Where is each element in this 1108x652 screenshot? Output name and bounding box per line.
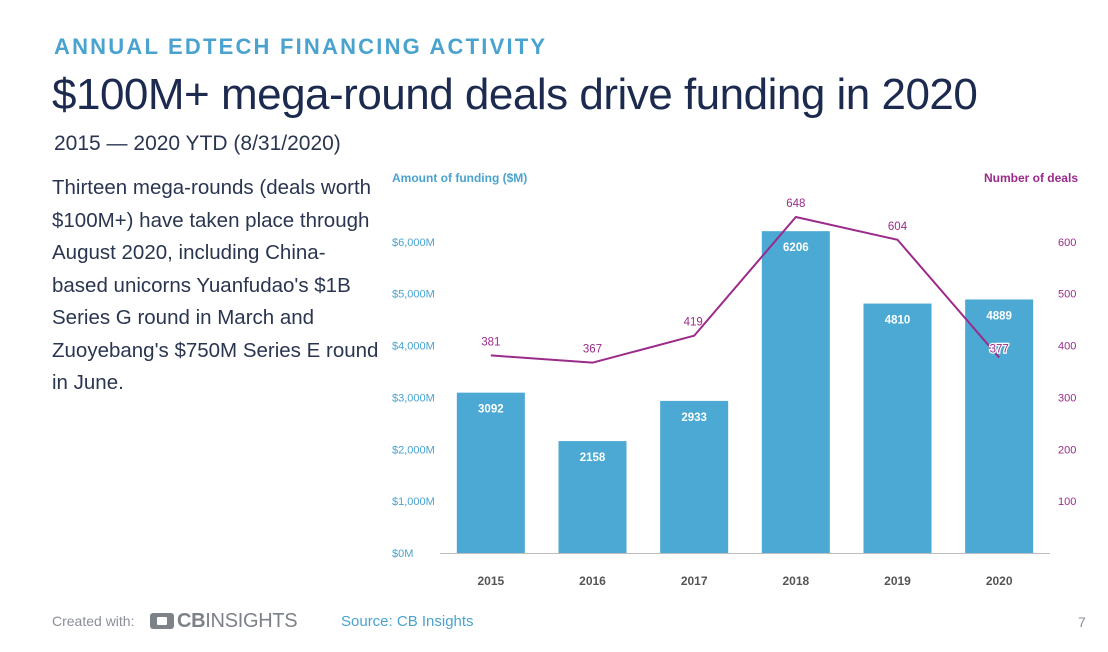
bar-value-label: 2158: [580, 452, 606, 464]
body-line: in June.: [52, 371, 124, 394]
category-label: 2018: [782, 574, 809, 588]
deals-value-label: 381: [481, 336, 500, 348]
left-tick-label: $2,000M: [392, 444, 435, 456]
bar-value-label: 4810: [885, 315, 911, 327]
category-label: 2015: [477, 574, 504, 588]
body-line: Zuoyebang's $750M Series E round: [52, 338, 379, 362]
bar-2015: [456, 392, 525, 553]
cb-logo-icon: [150, 613, 174, 629]
deals-value-label: 367: [583, 344, 602, 356]
deals-value-label: 648: [786, 198, 805, 210]
created-with-label: Created with:: [52, 613, 135, 629]
category-label: 2017: [681, 574, 708, 588]
deals-value-label: 377: [990, 343, 1009, 355]
category-label: 2016: [579, 574, 606, 588]
category-label: 2019: [884, 574, 911, 588]
right-tick-label: 200: [1058, 444, 1076, 456]
body-line: based unicorns Yuanfudao's $1B: [52, 273, 351, 297]
bar-value-label: 2933: [681, 412, 707, 424]
left-tick-label: $6,000M: [392, 237, 435, 249]
deals-value-label: 419: [684, 317, 703, 329]
bar-value-label: 6206: [783, 242, 809, 254]
eyebrow-title: ANNUAL EDTECH FINANCING ACTIVITY: [54, 34, 548, 59]
right-tick-label: 600: [1058, 237, 1076, 249]
right-tick-label: 300: [1058, 392, 1076, 404]
logo-insights-text: INSIGHTS: [205, 609, 298, 632]
page-title: $100M+ mega-round deals drive funding in…: [52, 70, 978, 119]
page-subtitle: 2015 — 2020 YTD (8/31/2020): [54, 132, 341, 155]
deals-value-label: 604: [888, 221, 908, 233]
body-line: Series G round in March and: [52, 306, 315, 329]
bar-2020: [965, 299, 1034, 553]
bar-value-label: 3092: [478, 404, 504, 416]
logo-cb-text: CB: [177, 609, 206, 632]
body-text: Thirteen mega-rounds (deals worth $100M+…: [52, 172, 382, 400]
right-tick-label: 500: [1058, 289, 1076, 301]
body-line: August 2020, including China-: [52, 241, 326, 264]
source-link[interactable]: Source: CB Insights: [341, 613, 474, 630]
right-tick-label: 100: [1058, 496, 1076, 508]
left-tick-label: $4,000M: [392, 341, 435, 353]
category-label: 2020: [986, 574, 1013, 588]
left-tick-label: $5,000M: [392, 289, 435, 301]
funding-deals-chart: Amount of funding ($M) Number of deals $0M…: [392, 171, 1078, 588]
left-tick-label: $0M: [392, 548, 413, 560]
deals-line: [490, 215, 1000, 364]
body-line: $100M+) have taken place through: [52, 208, 370, 232]
bar-2018: [761, 231, 830, 553]
bar-2019: [863, 303, 932, 553]
left-tick-label: $3,000M: [392, 392, 435, 404]
body-line: Thirteen mega-rounds (deals worth: [52, 176, 372, 199]
bar-value-label: 4889: [986, 310, 1012, 322]
page-number: 7: [1078, 614, 1086, 630]
right-axis-title: Number of deals: [984, 171, 1078, 185]
left-tick-label: $1,000M: [392, 496, 435, 508]
left-axis-title: Amount of funding ($M): [392, 171, 527, 185]
cbinsights-logo: CBINSIGHTS: [150, 609, 298, 633]
bar-2016: [558, 441, 627, 553]
bar-2017: [660, 400, 729, 553]
right-tick-label: 400: [1058, 341, 1076, 353]
